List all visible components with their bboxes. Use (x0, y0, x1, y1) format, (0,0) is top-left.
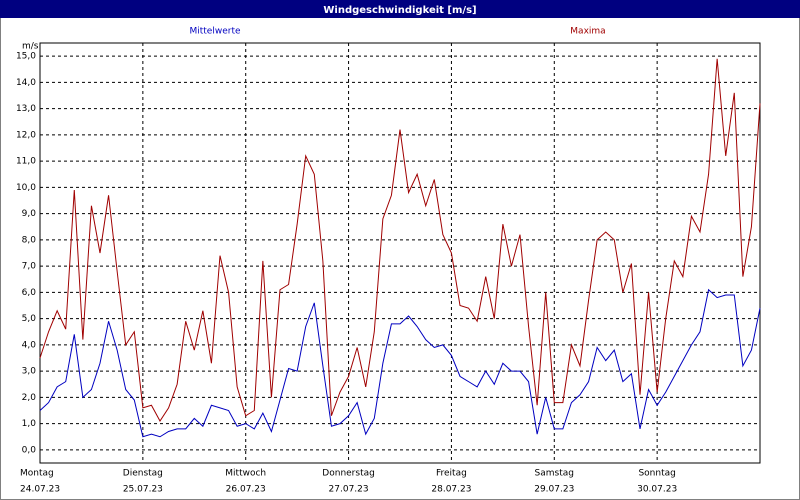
x-tick-label: Freitag (436, 469, 467, 479)
x-tick-label: Mittwoch (225, 469, 266, 479)
y-tick-label: 2,0 (22, 393, 37, 403)
y-tick-label: 0,0 (22, 445, 37, 455)
y-tick-label: 10,0 (16, 183, 36, 193)
x-tick-date: 25.07.23 (123, 485, 163, 495)
x-tick-label: Samstag (535, 469, 574, 479)
legend-label: Maxima (570, 27, 605, 37)
title-bar (0, 0, 800, 18)
y-tick-label: 12,0 (16, 130, 36, 140)
y-tick-label: 5,0 (22, 314, 37, 324)
x-tick-date: 30.07.23 (637, 485, 677, 495)
legend-label: Mittelwerte (189, 27, 240, 37)
chart-title: Windgeschwindigkeit [m/s] (323, 5, 476, 16)
x-tick-label: Sonntag (638, 469, 675, 479)
y-tick-label: 3,0 (22, 367, 37, 377)
data-line (39, 58, 761, 422)
y-tick-label: 6,0 (22, 288, 37, 298)
y-tick-label: 4,0 (22, 340, 37, 350)
y-tick-label: 1,0 (22, 419, 37, 429)
x-tick-label: Montag (20, 469, 54, 479)
x-tick-date: 28.07.23 (431, 485, 471, 495)
y-tick-label: 14,0 (16, 78, 36, 88)
x-tick-date: 24.07.23 (20, 485, 60, 495)
x-tick-date: 27.07.23 (329, 485, 369, 495)
x-tick-label: Dienstag (123, 469, 163, 479)
y-tick-label: 13,0 (16, 104, 36, 114)
y-tick-label: 7,0 (22, 262, 37, 272)
y-tick-label: 8,0 (22, 235, 37, 245)
y-tick-label: 15,0 (16, 52, 36, 62)
y-unit: m/s (22, 42, 39, 52)
data-line (39, 288, 761, 438)
y-tick-label: 9,0 (22, 209, 37, 219)
y-tick-label: 11,0 (16, 157, 36, 167)
x-tick-date: 26.07.23 (226, 485, 266, 495)
x-tick-date: 29.07.23 (534, 485, 574, 495)
plot-area (39, 42, 761, 464)
x-tick-label: Donnerstag (322, 469, 375, 479)
